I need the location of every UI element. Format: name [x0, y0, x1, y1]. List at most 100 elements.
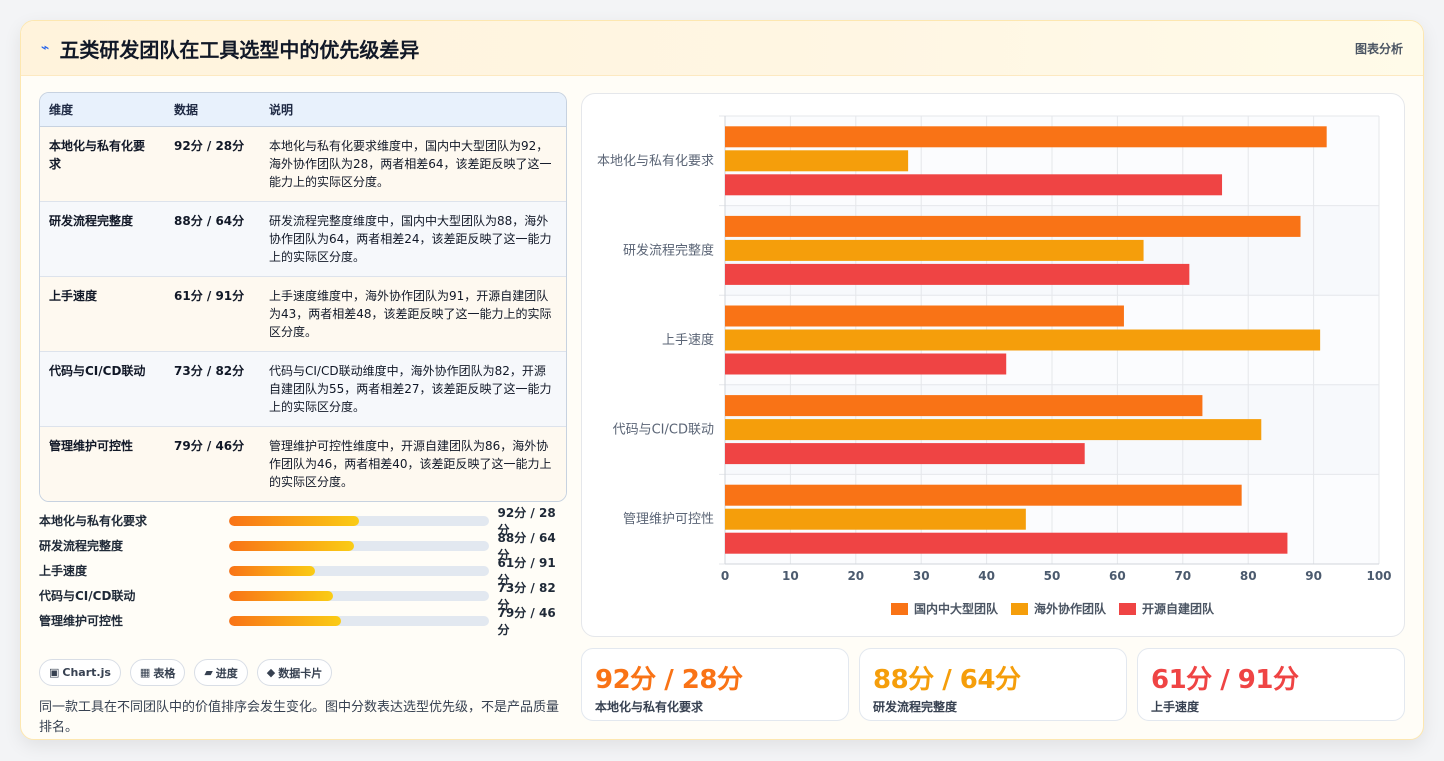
progress-fill [229, 615, 341, 626]
stat-card: 88分 / 64分 研发流程完整度 [859, 648, 1127, 721]
cell-score: 61分 / 91分 [165, 277, 260, 352]
cell-score: 73分 / 82分 [165, 352, 260, 427]
table-row: 代码与CI/CD联动 73分 / 82分 代码与CI/CD联动维度中，海外协作团… [40, 352, 566, 427]
diamond-icon: ◆ [266, 666, 276, 679]
cell-description: 上手速度维度中，海外协作团队为91，开源自建团队为43，两者相差48，该差距反映… [260, 277, 566, 352]
cell-dimension: 代码与CI/CD联动 [40, 352, 165, 427]
progress-value: 61分 / 91分 [497, 555, 556, 587]
x-tick-label: 80 [1240, 569, 1257, 583]
legend-swatch [891, 603, 908, 615]
pill-data-cards[interactable]: ◆ 数据卡片 [256, 659, 333, 686]
x-tick-label: 40 [978, 569, 995, 583]
chart-analysis-link[interactable]: 图表分析 [1354, 41, 1403, 56]
col-header-description: 说明 [260, 93, 566, 127]
cell-dimension: 研发流程完整度 [40, 202, 165, 277]
progress-value: 73分 / 82分 [497, 580, 556, 612]
data-table: 维度 数据 说明 本地化与私有化要求 92分 / 28分 本地化与私有化要求维度… [39, 92, 567, 502]
stat-label: 研发流程完整度 [873, 700, 958, 714]
y-category-label: 本地化与私有化要求 [597, 154, 714, 169]
legend-swatch [1011, 603, 1028, 615]
pill-label: 数据卡片 [278, 666, 323, 680]
pill-progress[interactable]: ▰ 进度 [194, 659, 248, 686]
stat-value: 61分 / 91分 [1151, 665, 1299, 695]
table-icon: ▦ [139, 666, 151, 679]
bar [725, 329, 1321, 351]
footnote: 同一款工具在不同团队中的价值排序会发生变化。图中分数表达选型优先级，不是产品质量… [39, 700, 560, 735]
stat-card: 61分 / 91分 上手速度 [1137, 648, 1405, 721]
cell-description: 管理维护可控性维度中，开源自建团队为86，海外协作团队为46，两者相差40，该差… [260, 427, 566, 501]
cell-description: 代码与CI/CD联动维度中，海外协作团队为82，开源自建团队为55，两者相差27… [260, 352, 566, 427]
pill-chartjs[interactable]: ▣ Chart.js [39, 659, 121, 686]
chart-icon: ▣ [49, 666, 60, 679]
x-tick-label: 50 [1044, 569, 1061, 583]
bar [725, 215, 1301, 237]
stat-value: 92分 / 28分 [595, 665, 743, 695]
bar [725, 126, 1327, 148]
header: ⌁ 五类研发团队在工具选型中的优先级差异 图表分析 [21, 21, 1423, 76]
stat-value: 88分 / 64分 [873, 665, 1021, 695]
cell-dimension: 上手速度 [40, 277, 165, 352]
bar [725, 353, 1007, 375]
progress-track [229, 565, 489, 576]
stat-label: 本地化与私有化要求 [595, 700, 704, 714]
progress-label: 本地化与私有化要求 [39, 514, 148, 528]
table-row: 管理维护可控性 79分 / 46分 管理维护可控性维度中，开源自建团队为86，海… [40, 427, 566, 501]
progress-label: 代码与CI/CD联动 [39, 589, 136, 603]
progress-track [229, 540, 489, 551]
progress-fill [229, 540, 354, 551]
chart-panel: 0 10 20 30 40 50 60 70 80 90 100 本地化与私有化要求 研发流程完整度 上手… [581, 93, 1405, 637]
col-header-dimension: 维度 [40, 93, 165, 127]
stat-cards: 92分 / 28分 本地化与私有化要求 88分 / 64分 研发流程完整度 61… [581, 648, 1405, 721]
table-row: 上手速度 61分 / 91分 上手速度维度中，海外协作团队为91，开源自建团队为… [40, 277, 566, 352]
cell-dimension: 管理维护可控性 [40, 427, 165, 501]
y-category-label: 代码与CI/CD联动 [613, 423, 714, 438]
bar [725, 150, 909, 172]
y-category-label: 上手速度 [662, 332, 714, 348]
legend-label: 海外协作团队 [1034, 601, 1107, 616]
x-tick-label: 10 [782, 569, 799, 583]
progress-track [229, 515, 489, 526]
table-row: 研发流程完整度 88分 / 64分 研发流程完整度维度中，国内中大型团队为88，… [40, 202, 566, 277]
bar [725, 305, 1124, 327]
y-category-label: 管理维护可控性 [623, 512, 714, 527]
progress-icon: ▰ [204, 666, 213, 679]
bar [725, 395, 1203, 417]
x-tick-label: 70 [1174, 569, 1191, 583]
pill-label: 进度 [215, 666, 238, 680]
progress-label: 研发流程完整度 [39, 539, 124, 553]
x-tick-label: 90 [1305, 569, 1322, 583]
progress-fill [229, 565, 315, 576]
progress-fill [229, 590, 333, 601]
progress-track [229, 615, 489, 626]
bar [725, 532, 1288, 554]
bar-chart: 0 10 20 30 40 50 60 70 80 90 100 本地化与私有化要求研发流程完整度上手… [597, 115, 1392, 616]
x-tick-label: 100 [1366, 569, 1391, 583]
progress-row: 代码与CI/CD联动 73分 / 82分 [39, 581, 567, 612]
progress-track [229, 590, 489, 601]
bar [725, 443, 1085, 465]
cell-score: 88分 / 64分 [165, 202, 260, 277]
progress-value: 79分 / 46分 [497, 605, 556, 637]
progress-label: 管理维护可控性 [39, 614, 124, 628]
stat-card: 92分 / 28分 本地化与私有化要求 [581, 648, 849, 721]
feature-pills: ▣ Chart.js ▦ 表格 ▰ 进度 ◆ 数据卡片 [39, 659, 567, 686]
progress-row: 管理维护可控性 79分 / 46分 [39, 606, 567, 637]
dashboard-card: ⌁ 五类研发团队在工具选型中的优先级差异 图表分析 维度 数据 说明 本地化与私… [20, 20, 1424, 740]
bar [725, 419, 1262, 441]
bolt-icon: ⌁ [41, 40, 50, 56]
table-row: 本地化与私有化要求 92分 / 28分 本地化与私有化要求维度中，国内中大型团队… [40, 127, 566, 202]
progress-row: 上手速度 61分 / 91分 [39, 556, 567, 587]
legend-label: 开源自建团队 [1142, 601, 1215, 616]
pill-table[interactable]: ▦ 表格 [129, 659, 186, 686]
bar [725, 484, 1242, 506]
col-header-data: 数据 [165, 93, 260, 127]
pill-label: 表格 [153, 666, 176, 680]
legend-swatch [1119, 603, 1136, 615]
cell-description: 研发流程完整度维度中，国内中大型团队为88，海外协作团队为64，两者相差24，该… [260, 202, 566, 277]
y-category-label: 研发流程完整度 [623, 242, 714, 258]
legend-label: 国内中大型团队 [914, 601, 999, 616]
progress-value: 88分 / 64分 [497, 530, 556, 562]
x-tick-label: 30 [913, 569, 930, 583]
stat-label: 上手速度 [1151, 700, 1200, 714]
x-tick-label: 60 [1109, 569, 1126, 583]
